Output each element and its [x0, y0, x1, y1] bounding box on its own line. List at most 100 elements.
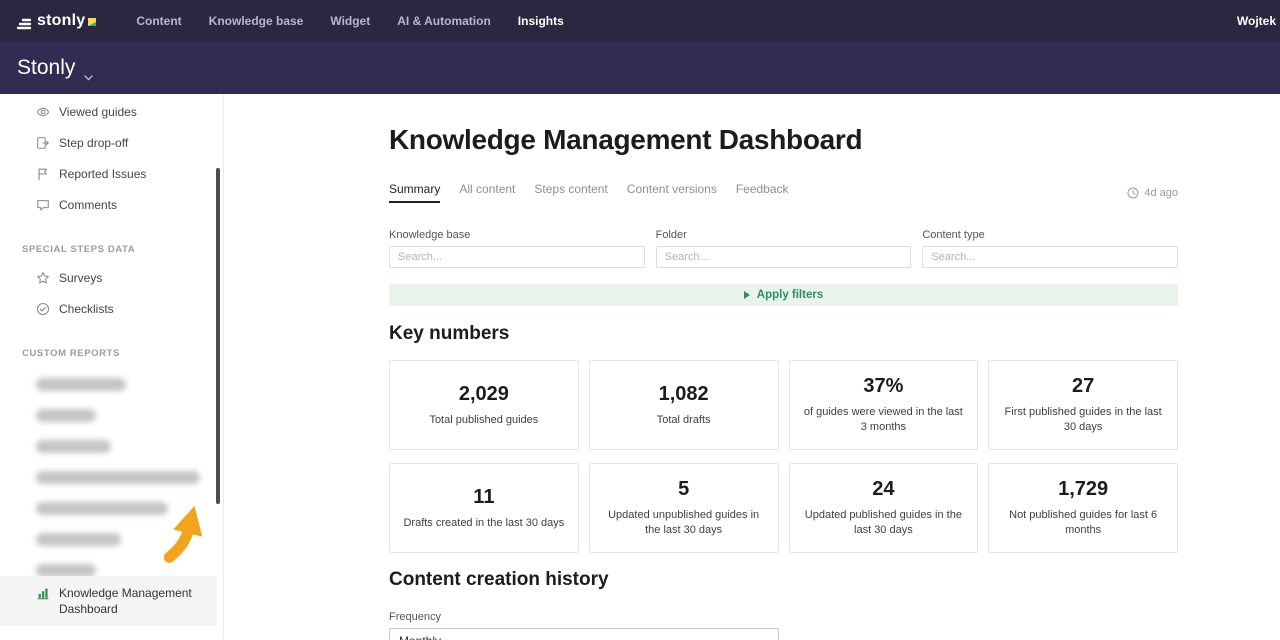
- stat-card-total-drafts: 1,082 Total drafts: [588, 360, 779, 450]
- stat-value: 2,029: [458, 382, 509, 405]
- top-nav: stonly Content Knowledge base Widget AI …: [0, 0, 1280, 42]
- folder-search-input[interactable]: [655, 246, 912, 268]
- sidebar-item-label: Viewed guides: [59, 104, 137, 119]
- last-updated-text: 4d ago: [1144, 186, 1178, 199]
- stat-card-viewed-percent: 37% of guides were viewed in the last 3 …: [788, 360, 979, 450]
- stat-value: 11: [473, 485, 495, 508]
- sidebar-item-label: Comments: [59, 197, 118, 212]
- page-title: Knowledge Management Dashboard: [389, 124, 863, 155]
- sidebar-item-comments[interactable]: Comments: [0, 189, 223, 220]
- stat-label: Updated published guides in the last 30 …: [804, 509, 962, 536]
- workspace-bar: Stonly: [0, 42, 1280, 94]
- sidebar-item-step-drop-off[interactable]: Step drop-off: [0, 127, 223, 158]
- stat-label: Not published guides for last 6 months: [1009, 509, 1158, 536]
- tab-content-versions[interactable]: Content versions: [626, 182, 717, 196]
- stat-card-total-published: 2,029 Total published guides: [389, 360, 579, 450]
- tab-feedback[interactable]: Feedback: [735, 182, 789, 196]
- top-nav-items: Content Knowledge base Widget AI & Autom…: [136, 14, 563, 28]
- nav-item-widget[interactable]: Widget: [330, 14, 371, 28]
- frequency-value: Monthly: [399, 634, 441, 640]
- flag-icon: [36, 167, 50, 181]
- sidebar-item-km-dashboard[interactable]: Knowledge Management Dashboard: [0, 575, 217, 626]
- tab-summary[interactable]: Summary: [389, 182, 441, 203]
- stonly-logo-icon: [16, 15, 32, 31]
- stat-label: of guides were viewed in the last 3 mont…: [803, 406, 963, 433]
- tab-steps-content[interactable]: Steps content: [534, 182, 608, 196]
- stat-card-not-published: 1,729 Not published guides for last 6 mo…: [988, 463, 1178, 553]
- stat-value: 5: [678, 478, 690, 501]
- frequency-label: Frequency: [389, 611, 441, 623]
- tabs-row: Summary All content Steps content Conten…: [389, 182, 1178, 203]
- filter-folder: Folder: [655, 229, 912, 268]
- sidebar-item-viewed-guides[interactable]: Viewed guides: [0, 96, 223, 127]
- filter-content-type: Content type: [922, 229, 1178, 268]
- sidebar-item-label: Knowledge Management Dashboard: [59, 585, 192, 616]
- stat-label: Updated unpublished guides in the last 3…: [608, 509, 760, 536]
- stat-value: 37%: [863, 375, 904, 398]
- stat-label: Total published guides: [429, 413, 539, 426]
- sidebar: Viewed guides Step drop-off Reported Iss…: [0, 94, 224, 640]
- nav-item-knowledge-base[interactable]: Knowledge base: [208, 14, 304, 28]
- sidebar-item-reported-issues[interactable]: Reported Issues: [0, 158, 223, 189]
- filter-label: Knowledge base: [389, 229, 471, 241]
- sidebar-item-label: Reported Issues: [59, 166, 147, 181]
- redacted-report-item[interactable]: [36, 533, 121, 546]
- stat-value: 24: [872, 478, 895, 501]
- step-drop-off-icon: [36, 136, 50, 150]
- content-type-search-input[interactable]: [922, 246, 1178, 268]
- clock-icon: [1127, 187, 1139, 199]
- redacted-report-item[interactable]: [36, 564, 96, 577]
- redacted-report-item[interactable]: [36, 409, 96, 422]
- redacted-report-item[interactable]: [36, 378, 126, 391]
- main-content: Knowledge Management Dashboard Summary A…: [224, 94, 1280, 640]
- apply-filters-label: Apply filters: [756, 289, 824, 301]
- stats-grid: 2,029 Total published guides 1,082 Total…: [389, 360, 1178, 553]
- nav-item-content[interactable]: Content: [136, 14, 182, 28]
- nav-item-ai-automation[interactable]: AI & Automation: [397, 14, 491, 28]
- sidebar-section-special-steps: SPECIAL STEPS DATA: [22, 243, 136, 255]
- sidebar-item-label: Surveys: [59, 270, 103, 285]
- frequency-select[interactable]: Monthly: [389, 628, 779, 640]
- nav-item-insights[interactable]: Insights: [517, 14, 564, 28]
- sidebar-item-label: Step drop-off: [59, 135, 129, 150]
- filter-label: Content type: [922, 229, 985, 241]
- custom-reports-list: [0, 378, 223, 577]
- workspace-title[interactable]: Stonly: [17, 56, 76, 79]
- play-icon: [743, 291, 750, 299]
- bar-chart-icon: [36, 586, 50, 600]
- tabs: Summary All content Steps content Conten…: [389, 182, 789, 203]
- logo-text: stonly: [37, 11, 86, 29]
- redacted-report-item[interactable]: [36, 502, 168, 515]
- sidebar-item-surveys[interactable]: Surveys: [0, 262, 223, 293]
- filters: Knowledge base Folder Content type: [389, 229, 1178, 268]
- tab-all-content[interactable]: All content: [459, 182, 516, 196]
- stat-value: 1,729: [1058, 478, 1109, 501]
- filter-knowledge-base: Knowledge base: [389, 229, 645, 268]
- comment-icon: [36, 198, 50, 212]
- stat-value: 27: [1072, 375, 1095, 398]
- apply-filters-button[interactable]: Apply filters: [389, 284, 1178, 306]
- star-icon: [36, 271, 50, 285]
- stat-card-updated-unpublished: 5 Updated unpublished guides in the last…: [588, 463, 779, 553]
- sidebar-scrollbar[interactable]: [216, 168, 220, 504]
- check-circle-icon: [36, 302, 50, 316]
- last-updated: 4d ago: [1127, 187, 1178, 199]
- user-menu[interactable]: Wojtek K: [1236, 14, 1280, 28]
- caret-down-icon[interactable]: [84, 68, 94, 81]
- redacted-report-item[interactable]: [36, 471, 200, 484]
- stat-value: 1,082: [658, 382, 709, 405]
- stonly-logo[interactable]: stonly: [16, 11, 97, 31]
- sidebar-item-checklists[interactable]: Checklists: [0, 293, 223, 324]
- redacted-report-item[interactable]: [36, 440, 111, 453]
- key-numbers-title: Key numbers: [389, 323, 510, 344]
- knowledge-base-search-input[interactable]: [389, 246, 645, 268]
- sidebar-item-label: Checklists: [59, 301, 114, 316]
- content-history-title: Content creation history: [389, 569, 609, 590]
- stat-label: Drafts created in the last 30 days: [403, 516, 565, 529]
- stat-label: Total drafts: [656, 413, 711, 426]
- stat-card-first-published: 27 First published guides in the last 30…: [988, 360, 1178, 450]
- sidebar-section-custom-reports: CUSTOM REPORTS: [22, 347, 120, 359]
- stat-card-updated-published: 24 Updated published guides in the last …: [788, 463, 979, 553]
- stat-card-drafts-created: 11 Drafts created in the last 30 days: [389, 463, 579, 553]
- eye-icon: [36, 105, 50, 119]
